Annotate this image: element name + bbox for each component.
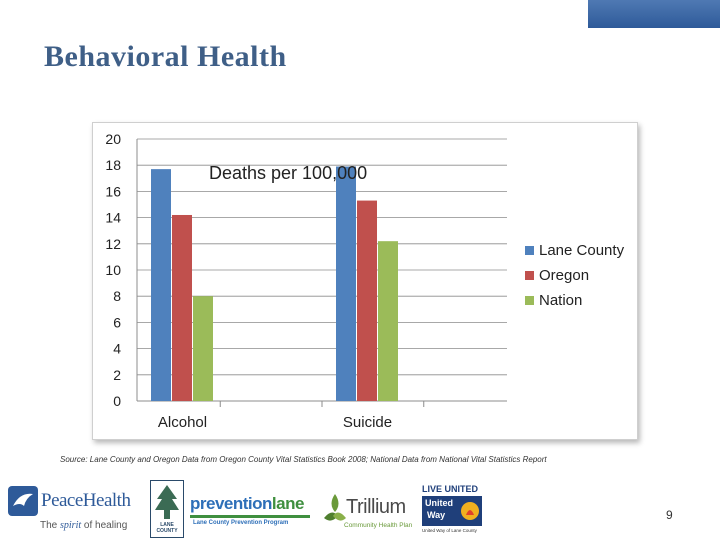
legend-swatch-lane-county: [525, 246, 534, 255]
y-tick-label: 0: [113, 393, 121, 409]
x-category-label: Suicide: [343, 414, 392, 431]
y-tick-label: 2: [113, 367, 121, 383]
tagline-part: The: [40, 520, 61, 531]
trillium-leaf-icon: [324, 494, 346, 521]
bar-lane-county-suicide: [336, 166, 356, 401]
united-way-sub: United Way of Lane County: [422, 528, 477, 533]
preventionlane-sub: Lane County Prevention Program: [193, 520, 289, 526]
trillium-name: Trillium: [346, 496, 406, 518]
y-tick-label: 14: [105, 210, 121, 226]
lane-county-logo: LANE COUNTY: [150, 480, 184, 538]
wordmark-lane: lane: [271, 494, 305, 513]
united-way-badge: United Way: [422, 496, 482, 526]
peacehealth-dove-icon: [8, 486, 38, 516]
y-tick-label: 10: [105, 262, 121, 278]
preventionlane-wordmark: preventionlane: [190, 494, 304, 514]
lane-county-text: LANE COUNTY: [156, 522, 178, 534]
y-tick-label: 8: [113, 288, 121, 304]
trillium-sub: Community Health Plan: [344, 522, 413, 529]
x-category-label: Alcohol: [158, 414, 207, 431]
legend-swatch-nation: [525, 296, 534, 305]
y-tick-label: 4: [113, 341, 121, 357]
peacehealth-tagline: The spirit of healing: [40, 520, 127, 531]
y-tick-label: 16: [105, 183, 121, 199]
united-way-logo: LIVE UNITED United Way United Way of Lan…: [420, 484, 486, 536]
partner-logos: PeaceHealth The spirit of healing LANE C…: [0, 478, 720, 540]
bar-nation-alcohol: [193, 296, 213, 401]
y-tick-label: 6: [113, 314, 121, 330]
chart-svg: 0 2 4 6 8 10 12 14 16 18 20 Alcohol Suicide Deaths pe…: [105, 131, 625, 431]
slide-title: Behavioral Health: [44, 40, 287, 73]
y-tick-label: 18: [105, 157, 121, 173]
bar-oregon-suicide: [357, 200, 377, 401]
bar-lane-county-alcohol: [151, 169, 171, 401]
tagline-spirit: spirit: [60, 520, 82, 531]
way-text: Way: [427, 510, 446, 520]
y-tick-label: 12: [105, 236, 121, 252]
wordmark-prevention: prevention: [190, 494, 272, 513]
legend-label: Nation: [539, 292, 582, 309]
peacehealth-logo: PeaceHealth The spirit of healing: [8, 484, 158, 536]
legend-swatch-oregon: [525, 271, 534, 280]
legend-label: Oregon: [539, 267, 589, 284]
tagline-part: of healing: [81, 520, 128, 531]
live-united-text: LIVE UNITED: [422, 484, 479, 494]
source-note: Source: Lane County and Oregon Data from…: [60, 455, 547, 464]
bar-nation-suicide: [378, 241, 398, 401]
peacehealth-name: PeaceHealth: [41, 490, 131, 511]
page-number: 9: [666, 508, 673, 522]
preventionlane-rule: [190, 515, 310, 518]
y-tick-label: 20: [105, 131, 121, 147]
bar-chart: 0 2 4 6 8 10 12 14 16 18 20 Alcohol Suicide Deaths pe…: [92, 122, 638, 440]
united-text: United: [425, 498, 453, 508]
preventionlane-logo: preventionlane Lane County Prevention Pr…: [190, 494, 314, 534]
united-way-hand-icon: [461, 502, 479, 520]
chart-title: Deaths per 100,000: [209, 163, 367, 183]
header-accent-bar: [588, 0, 720, 28]
trillium-logo: Trillium Community Health Plan: [322, 488, 416, 534]
legend-label: Lane County: [539, 242, 625, 259]
bar-oregon-alcohol: [172, 214, 192, 401]
tree-icon: [155, 485, 179, 519]
